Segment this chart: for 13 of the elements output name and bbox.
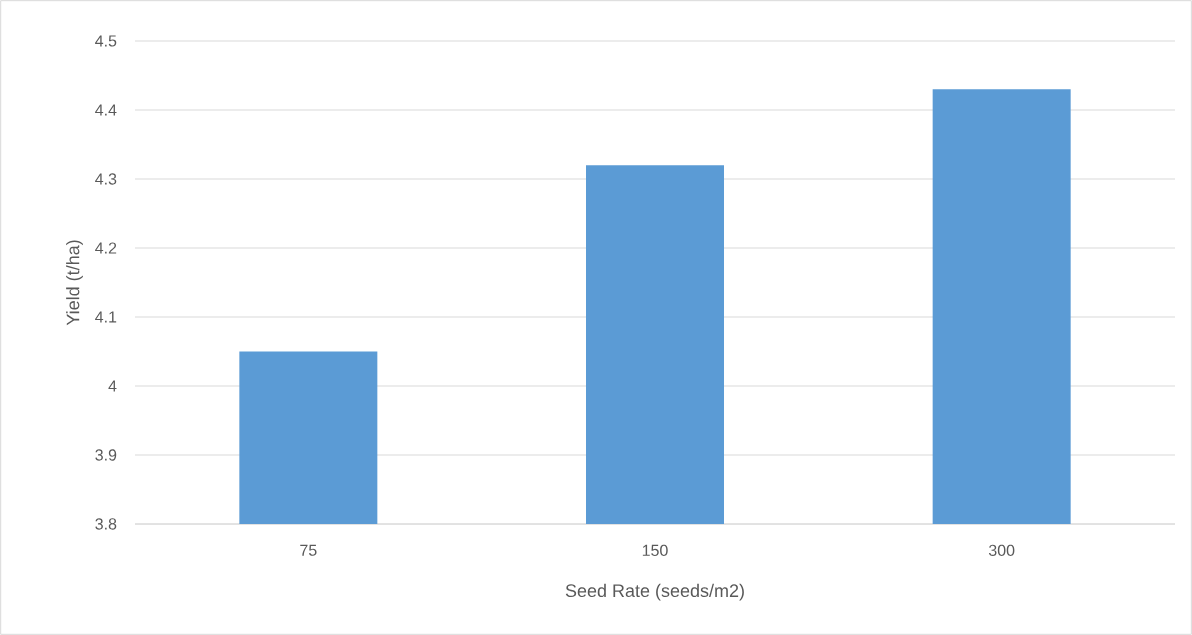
y-tick-label: 3.9: [95, 449, 117, 461]
y-tick-label: 4.4: [95, 104, 117, 116]
y-tick-label: 4.5: [95, 35, 117, 47]
x-tick-label: 75: [300, 544, 317, 556]
y-tick-label: 3.8: [95, 518, 117, 530]
y-axis-title: Yield (t/ha): [66, 240, 83, 326]
x-axis-title: Seed Rate (seeds/m2): [565, 583, 744, 601]
y-tick-label: 4.3: [95, 173, 117, 185]
y-tick-label: 4.1: [95, 311, 117, 323]
x-tick-label: 300: [988, 544, 1015, 557]
x-tick-label: 150: [642, 544, 668, 557]
y-tick-label: 4: [108, 380, 117, 392]
y-tick-label: 4.2: [95, 242, 117, 254]
